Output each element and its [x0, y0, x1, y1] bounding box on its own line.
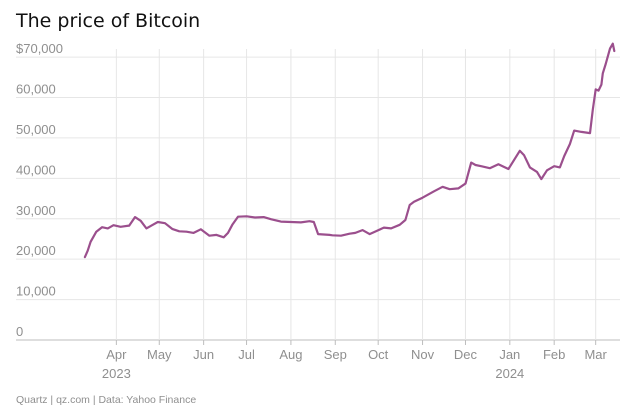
x-tick-label: Nov — [411, 347, 435, 362]
x-tick-label: Dec — [454, 347, 478, 362]
source-footer: Quartz | qz.com | Data: Yahoo Finance — [16, 394, 197, 406]
x-tick-label: Sep — [324, 347, 347, 362]
y-tick-layer: 0 10,000 20,000 30,000 40,000 50,000 60,000 $70… — [16, 41, 63, 339]
x-tick-label: Jan — [499, 347, 520, 362]
x-tick-label: Jun — [193, 347, 214, 362]
x-tick-layer: Apr 2023 May Jun Jul Aug Sep Oct Nov Dec Jan 2024 Fe… — [102, 340, 608, 381]
y-tick-label: 60,000 — [16, 82, 56, 97]
x-tick-label: Jul — [238, 347, 255, 362]
y-tick-label: 30,000 — [16, 203, 56, 218]
y-tick-label: 50,000 — [16, 122, 56, 137]
x-year-label: 2023 — [102, 366, 131, 381]
x-tick-label: Mar — [584, 347, 607, 362]
chart-title: The price of Bitcoin — [16, 10, 201, 32]
y-tick-label: 20,000 — [16, 243, 56, 258]
x-tick-label: Aug — [279, 347, 302, 362]
y-tick-label: 10,000 — [16, 284, 56, 299]
x-tick-label: Oct — [368, 347, 389, 362]
series-line-bitcoin — [83, 42, 616, 259]
line-layer — [83, 42, 616, 259]
x-tick-label: Feb — [543, 347, 565, 362]
x-tick-label: May — [147, 347, 172, 362]
y-tick-label: 40,000 — [16, 162, 56, 177]
grid-layer — [16, 49, 620, 341]
x-year-label: 2024 — [495, 366, 524, 381]
y-tick-label: $70,000 — [16, 41, 63, 56]
y-tick-label: 0 — [16, 324, 23, 339]
x-tick-label: Apr — [106, 347, 127, 362]
